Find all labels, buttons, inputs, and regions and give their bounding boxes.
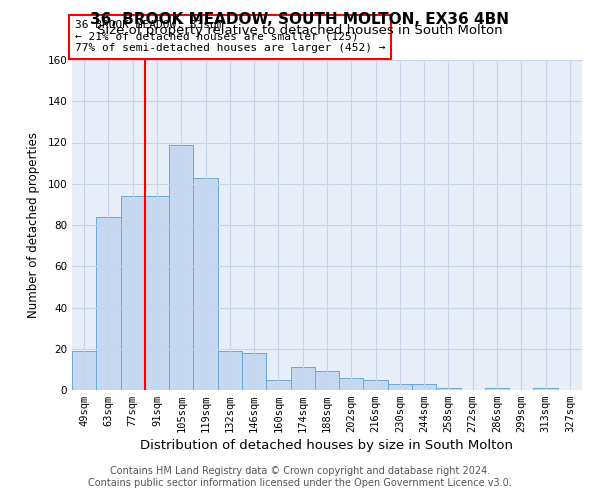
Y-axis label: Number of detached properties: Number of detached properties bbox=[28, 132, 40, 318]
Text: Size of property relative to detached houses in South Molton: Size of property relative to detached ho… bbox=[97, 24, 503, 37]
Bar bbox=[242, 353, 266, 390]
Bar bbox=[290, 368, 315, 390]
Bar bbox=[485, 388, 509, 390]
Bar bbox=[266, 380, 290, 390]
Bar bbox=[388, 384, 412, 390]
Bar bbox=[169, 144, 193, 390]
Bar bbox=[121, 196, 145, 390]
Bar bbox=[339, 378, 364, 390]
Bar bbox=[72, 351, 96, 390]
Bar bbox=[364, 380, 388, 390]
Bar bbox=[145, 196, 169, 390]
Bar bbox=[436, 388, 461, 390]
Bar bbox=[218, 351, 242, 390]
Bar bbox=[533, 388, 558, 390]
Bar bbox=[193, 178, 218, 390]
Text: 36, BROOK MEADOW, SOUTH MOLTON, EX36 4BN: 36, BROOK MEADOW, SOUTH MOLTON, EX36 4BN bbox=[91, 12, 509, 28]
Bar bbox=[96, 217, 121, 390]
Text: Contains HM Land Registry data © Crown copyright and database right 2024.
Contai: Contains HM Land Registry data © Crown c… bbox=[88, 466, 512, 487]
X-axis label: Distribution of detached houses by size in South Molton: Distribution of detached houses by size … bbox=[140, 440, 514, 452]
Bar bbox=[315, 372, 339, 390]
Text: 36 BROOK MEADOW: 83sqm
← 21% of detached houses are smaller (125)
77% of semi-de: 36 BROOK MEADOW: 83sqm ← 21% of detached… bbox=[74, 20, 385, 54]
Bar bbox=[412, 384, 436, 390]
